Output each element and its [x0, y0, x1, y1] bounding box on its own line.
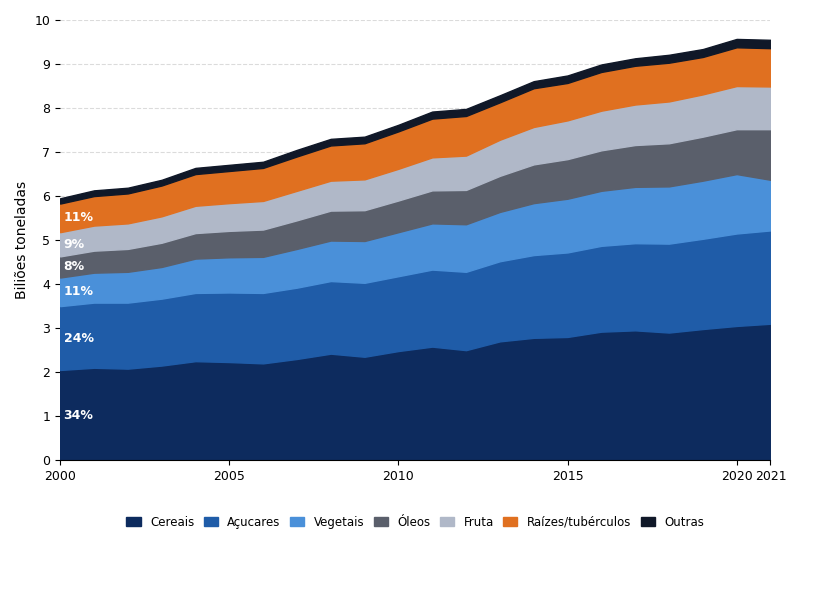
- Text: 11%: 11%: [63, 211, 93, 224]
- Text: 34%: 34%: [63, 409, 93, 422]
- Text: 9%: 9%: [775, 61, 796, 74]
- Text: 24%: 24%: [63, 331, 93, 345]
- Text: 11%: 11%: [63, 285, 93, 298]
- Text: 10%: 10%: [775, 101, 804, 114]
- Text: 22%: 22%: [775, 270, 804, 283]
- Text: 12%: 12%: [775, 148, 804, 161]
- Text: 32%: 32%: [775, 385, 804, 398]
- Text: 12%: 12%: [775, 199, 804, 212]
- Text: 9%: 9%: [63, 238, 84, 251]
- Text: 2%: 2%: [775, 37, 796, 50]
- Y-axis label: Biliões toneladas: Biliões toneladas: [15, 181, 29, 299]
- Legend: Cereais, Açucares, Vegetais, Óleos, Fruta, Raízes/tubérculos, Outras: Cereais, Açucares, Vegetais, Óleos, Frut…: [121, 511, 708, 534]
- Text: 8%: 8%: [63, 260, 84, 273]
